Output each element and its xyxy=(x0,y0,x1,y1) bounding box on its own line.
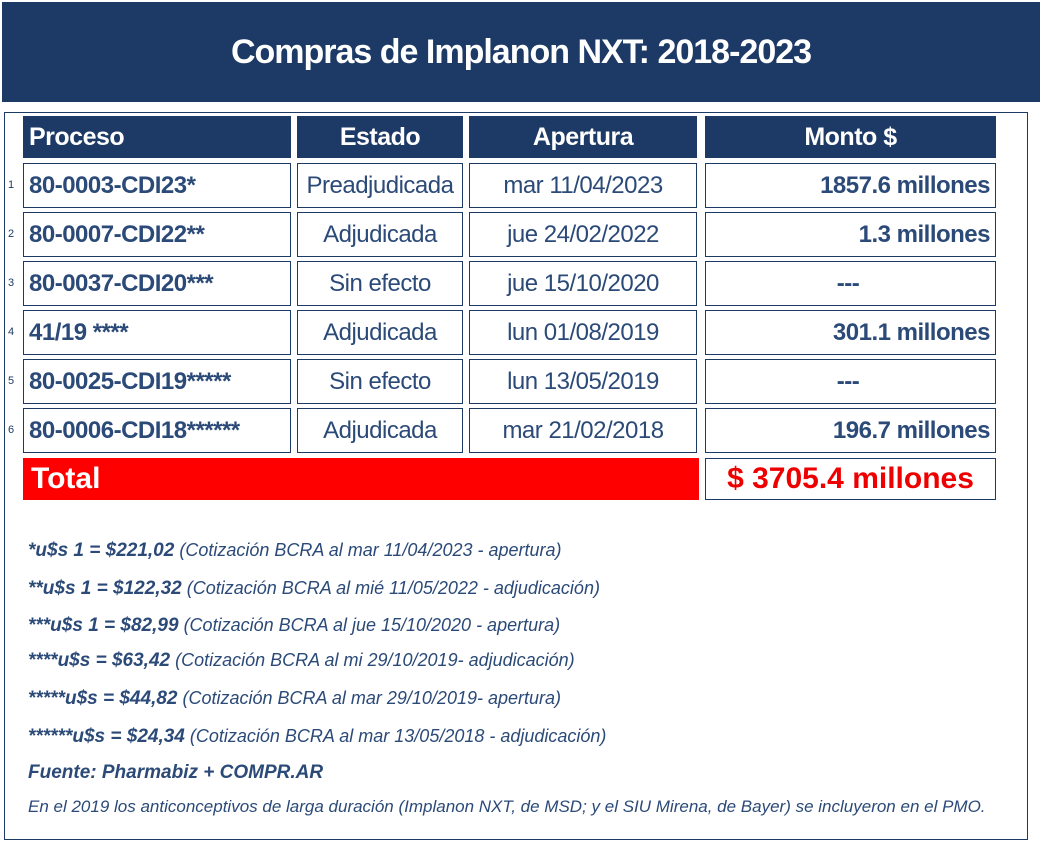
total-label: Total xyxy=(23,458,699,500)
column-header: Proceso xyxy=(23,116,291,158)
footer-note: En el 2019 los anticonceptivos de larga … xyxy=(28,797,986,816)
total-value: $ 3705.4 millones xyxy=(705,458,996,500)
footnote-mark: ***u$s 1 = $82,99 xyxy=(28,615,179,636)
footnote-text: (Cotización BCRA al mar 29/10/2019- aper… xyxy=(182,688,562,708)
cell: Adjudicada xyxy=(297,212,463,257)
title: Compras de Implanon NXT: 2018-2023 xyxy=(2,2,1040,102)
footnote-text: (Cotización BCRA al mié 11/05/2022 - adj… xyxy=(186,578,600,598)
row-index: 1 xyxy=(8,179,15,191)
footnote: *u$s 1 = $221,02 (Cotización BCRA al mar… xyxy=(28,540,562,562)
row-index: 3 xyxy=(8,277,15,289)
cell: 301.1 millones xyxy=(705,310,996,355)
cell: Adjudicada xyxy=(297,310,463,355)
cell: 1857.6 millones xyxy=(705,163,996,208)
cell: Sin efecto xyxy=(297,359,463,404)
row-index: 2 xyxy=(8,228,15,240)
cell: 80-0007-CDI22** xyxy=(23,212,291,257)
footnote-text: (Cotización BCRA al mi 29/10/2019- adjud… xyxy=(175,650,575,670)
table-frame xyxy=(4,112,1028,840)
footnote-mark: ****u$s = $63,42 xyxy=(28,650,171,671)
cell: jue 24/02/2022 xyxy=(469,212,697,257)
cell: 41/19 **** xyxy=(23,310,291,355)
cell: 196.7 millones xyxy=(705,408,996,453)
footnote: ****u$s = $63,42 (Cotización BCRA al mi … xyxy=(28,650,575,672)
footnote-mark: **u$s 1 = $122,32 xyxy=(28,578,182,599)
footnote-mark: ******u$s = $24,34 xyxy=(28,726,185,747)
cell: mar 11/04/2023 xyxy=(469,163,697,208)
footnote: ***u$s 1 = $82,99 (Cotización BCRA al ju… xyxy=(28,615,560,637)
cell: 1.3 millones xyxy=(705,212,996,257)
cell: mar 21/02/2018 xyxy=(469,408,697,453)
cell: 80-0003-CDI23* xyxy=(23,163,291,208)
column-header: Estado xyxy=(297,116,463,158)
source: Fuente: Pharmabiz + COMPR.AR xyxy=(28,762,324,783)
row-index: 6 xyxy=(8,424,15,436)
footnote: *****u$s = $44,82 (Cotización BCRA al ma… xyxy=(28,688,561,710)
cell: jue 15/10/2020 xyxy=(469,261,697,306)
footnote-mark: *****u$s = $44,82 xyxy=(28,688,178,709)
footnote-mark: *u$s 1 = $221,02 xyxy=(28,540,175,561)
footnote-text: (Cotización BCRA al mar 13/05/2018 - adj… xyxy=(189,726,607,746)
cell: lun 13/05/2019 xyxy=(469,359,697,404)
footnote: **u$s 1 = $122,32 (Cotización BCRA al mi… xyxy=(28,578,600,600)
cell: 80-0025-CDI19***** xyxy=(23,359,291,404)
row-index: 5 xyxy=(8,375,15,387)
footnote-text: (Cotización BCRA al jue 15/10/2020 - ape… xyxy=(183,615,561,635)
cell: 80-0006-CDI18****** xyxy=(23,408,291,453)
footnote: ******u$s = $24,34 (Cotización BCRA al m… xyxy=(28,726,606,748)
cell: --- xyxy=(705,261,996,306)
cell: 80-0037-CDI20*** xyxy=(23,261,291,306)
cell: --- xyxy=(705,359,996,404)
column-header: Apertura xyxy=(469,116,697,158)
cell: Preadjudicada xyxy=(297,163,463,208)
row-index: 4 xyxy=(8,326,15,338)
cell: lun 01/08/2019 xyxy=(469,310,697,355)
cell: Sin efecto xyxy=(297,261,463,306)
cell: Adjudicada xyxy=(297,408,463,453)
footnote-text: (Cotización BCRA al mar 11/04/2023 - ape… xyxy=(179,540,562,560)
column-header: Monto $ xyxy=(705,116,996,158)
